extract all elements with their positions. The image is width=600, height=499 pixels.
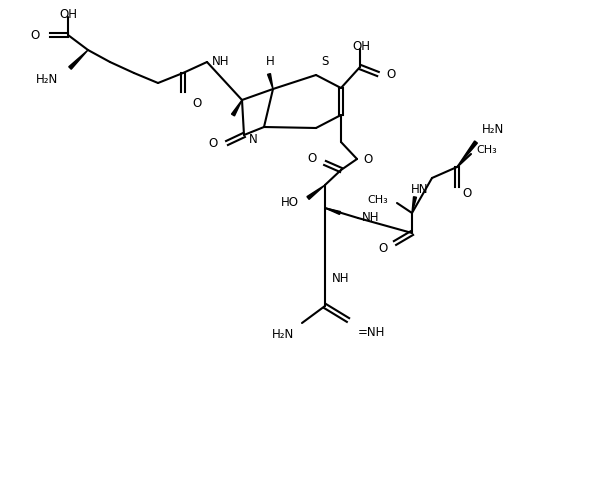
Text: CH₃: CH₃ — [476, 145, 497, 155]
Polygon shape — [307, 185, 325, 200]
Text: O: O — [192, 97, 201, 110]
Text: S: S — [321, 55, 328, 68]
Text: H: H — [266, 55, 274, 68]
Text: NH: NH — [212, 55, 229, 68]
Text: O: O — [462, 187, 471, 200]
Text: O: O — [379, 242, 388, 254]
Text: O: O — [31, 28, 40, 41]
Polygon shape — [232, 100, 242, 116]
Text: HO: HO — [281, 196, 299, 209]
Polygon shape — [325, 208, 340, 215]
Text: N: N — [249, 133, 258, 146]
Text: =NH: =NH — [358, 326, 385, 339]
Text: O: O — [308, 152, 317, 165]
Text: OH: OH — [352, 40, 370, 53]
Polygon shape — [412, 197, 416, 213]
Text: HN: HN — [410, 183, 428, 196]
Text: O: O — [209, 137, 218, 150]
Text: NH: NH — [362, 211, 380, 224]
Text: H₂N: H₂N — [272, 328, 294, 341]
Text: CH₃: CH₃ — [367, 195, 388, 205]
Text: OH: OH — [59, 8, 77, 21]
Text: H₂N: H₂N — [482, 123, 504, 136]
Text: H₂N: H₂N — [36, 73, 58, 86]
Polygon shape — [69, 50, 88, 69]
Text: O: O — [386, 67, 395, 80]
Text: O: O — [363, 153, 372, 166]
Text: NH: NH — [332, 272, 349, 285]
Polygon shape — [268, 74, 273, 89]
Polygon shape — [457, 141, 478, 167]
